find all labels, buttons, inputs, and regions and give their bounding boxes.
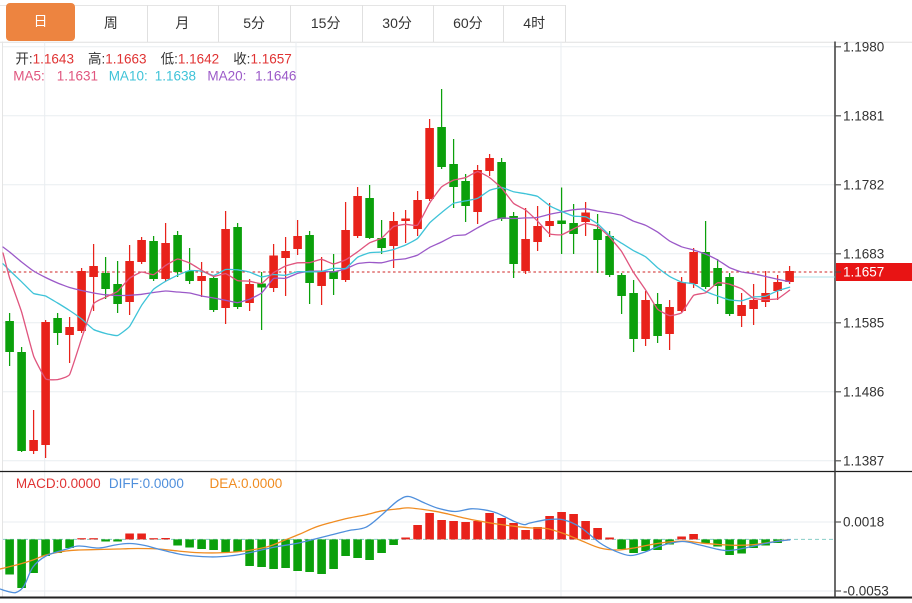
- svg-text:1.1980: 1.1980: [843, 39, 884, 54]
- svg-text:DIFF:0.0000: DIFF:0.0000: [109, 476, 184, 491]
- svg-text:收:1.1657: 收:1.1657: [233, 52, 292, 67]
- svg-text:1.1646: 1.1646: [255, 69, 296, 84]
- svg-text:高:1.1663: 高:1.1663: [88, 51, 147, 67]
- svg-text:1.1881: 1.1881: [843, 108, 884, 123]
- svg-text:DEA:0.0000: DEA:0.0000: [210, 476, 283, 491]
- svg-text:1.1782: 1.1782: [843, 177, 884, 192]
- svg-text:0.0018: 0.0018: [843, 515, 884, 530]
- svg-text:1.1486: 1.1486: [843, 384, 884, 399]
- svg-text:MA10:: MA10:: [109, 69, 148, 84]
- svg-text:低:1.1642: 低:1.1642: [161, 52, 220, 67]
- svg-text:-0.0053: -0.0053: [843, 584, 889, 599]
- svg-text:MA5:: MA5:: [13, 69, 45, 84]
- svg-text:1.1657: 1.1657: [843, 265, 884, 280]
- svg-text:MACD:0.0000: MACD:0.0000: [16, 476, 101, 491]
- svg-text:1.1638: 1.1638: [155, 69, 196, 84]
- svg-text:1.1631: 1.1631: [57, 69, 98, 84]
- svg-text:1.1683: 1.1683: [843, 246, 884, 261]
- svg-text:MA20:: MA20:: [207, 69, 246, 84]
- svg-text:1.1387: 1.1387: [843, 453, 884, 468]
- svg-text:开:1.1643: 开:1.1643: [15, 52, 74, 67]
- svg-text:1.1585: 1.1585: [843, 315, 884, 330]
